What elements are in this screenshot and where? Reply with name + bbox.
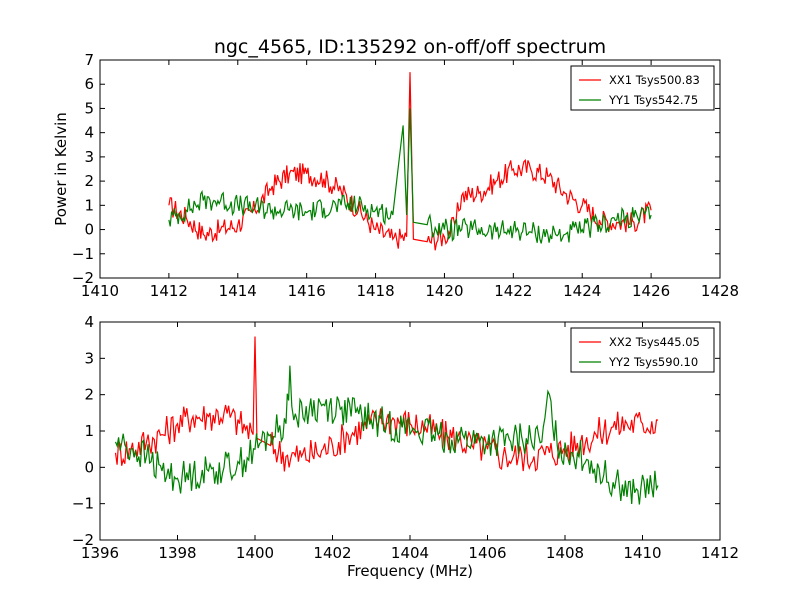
legend-label: YY2 Tsys590.10 [608, 355, 698, 369]
y-tick-label: 1 [84, 196, 94, 214]
x-tick-label: 1408 [546, 544, 584, 562]
legend-label: XX2 Tsys445.05 [609, 335, 700, 349]
x-tick-label: 1412 [701, 544, 739, 562]
y-axis-label: Power in Kelvin [52, 112, 70, 226]
x-tick-label: 1422 [494, 282, 532, 300]
y-tick-label: 0 [84, 221, 94, 239]
x-tick-label: 1424 [563, 282, 601, 300]
x-tick-label: 1414 [219, 282, 257, 300]
y-tick-label: −2 [72, 531, 94, 549]
x-tick-label: 1400 [236, 544, 274, 562]
legend-label: XX1 Tsys500.83 [609, 73, 700, 87]
y-tick-label: −1 [72, 245, 94, 263]
x-tick-label: 1406 [468, 544, 506, 562]
y-tick-label: 6 [84, 75, 94, 93]
legend: XX1 Tsys500.83 YY1 Tsys542.75 [570, 65, 715, 111]
x-tick-label: 1396 [81, 544, 119, 562]
x-tick-label: 1410 [81, 282, 119, 300]
y-tick-label: 4 [84, 313, 94, 331]
series-line-yy2 [114, 365, 659, 505]
x-tick-label: 1402 [313, 544, 351, 562]
series-line-xx1 [168, 72, 652, 251]
axes-frame [99, 59, 721, 279]
legend-label: YY1 Tsys542.75 [608, 93, 698, 107]
x-tick-label: 1404 [391, 544, 429, 562]
y-tick-label: −2 [72, 269, 94, 287]
x-tick-label: 1426 [632, 282, 670, 300]
legend-box [570, 327, 715, 373]
legend: XX2 Tsys445.05 YY2 Tsys590.10 [570, 327, 715, 373]
y-tick-label: −1 [72, 495, 94, 513]
y-tick-label: 3 [84, 349, 94, 367]
y-tick-label: 5 [84, 99, 94, 117]
x-tick-label: 1416 [288, 282, 326, 300]
x-axis-label: Frequency (MHz) [347, 562, 473, 580]
series-line-yy1 [168, 108, 652, 244]
top-spectrum-panel: 1410 1412 1414 1416 1418 1420 1422 1424 1426 1428… [72, 51, 739, 300]
x-tick-label: 1418 [356, 282, 394, 300]
bottom-spectrum-panel: 1396 1398 1400 1402 1404 1406 1408 1410 1412−2−1… [72, 313, 739, 562]
y-tick-label: 2 [84, 386, 94, 404]
y-tick-label: 3 [84, 148, 94, 166]
x-tick-label: 1398 [158, 544, 196, 562]
y-tick-label: 1 [84, 422, 94, 440]
y-tick-label: 2 [84, 172, 94, 190]
x-tick-label: 1420 [425, 282, 463, 300]
x-tick-label: 1428 [701, 282, 739, 300]
x-tick-label: 1412 [150, 282, 188, 300]
y-tick-label: 7 [84, 51, 94, 69]
figure-title: ngc_4565, ID:135292 on-off/off spectrum [214, 36, 606, 58]
x-tick-label: 1410 [623, 544, 661, 562]
y-tick-label: 4 [84, 124, 94, 142]
legend-box [570, 65, 715, 111]
y-tick-label: 0 [84, 458, 94, 476]
